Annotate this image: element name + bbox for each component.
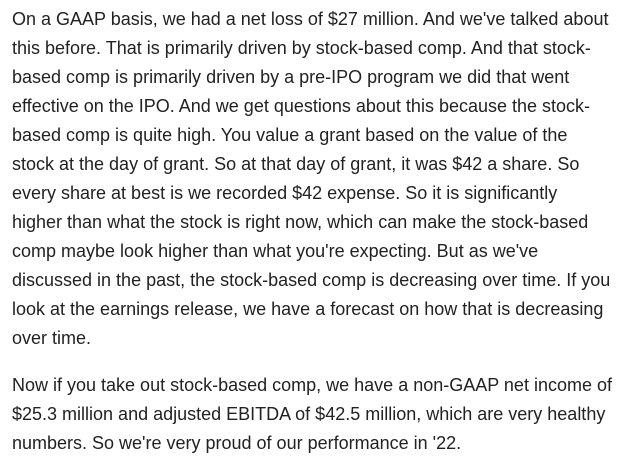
text-line: look at the earnings release, we have a …: [12, 299, 604, 319]
text-line: this before. That is primarily driven by…: [12, 38, 591, 58]
text-line: numbers. So we're very proud of our perf…: [12, 433, 462, 453]
text-line: comp maybe look higher than what you're …: [12, 241, 539, 261]
text-line: over time.: [12, 328, 92, 348]
text-line: On a GAAP basis, we had a net loss of $2…: [12, 9, 609, 29]
text-line: Now if you take out stock-based comp, we…: [12, 375, 612, 395]
text-line: discussed in the past, the stock-based c…: [12, 270, 611, 290]
document-body: On a GAAP basis, we had a net loss of $2…: [12, 5, 640, 458]
text-line: based comp is primarily driven by a pre-…: [12, 67, 570, 87]
text-line: stock at the day of grant. So at that da…: [12, 154, 580, 174]
text-line: $25.3 million and adjusted EBITDA of $42…: [12, 404, 606, 424]
paragraph-non-gaap-income: Now if you take out stock-based comp, we…: [12, 371, 640, 458]
text-line: every share at best is we recorded $42 e…: [12, 183, 558, 203]
paragraph-gaap-net-loss: On a GAAP basis, we had a net loss of $2…: [12, 5, 640, 353]
text-line: effective on the IPO. And we get questio…: [12, 96, 591, 116]
text-line: higher than what the stock is right now,…: [12, 212, 589, 232]
text-line: based comp is quite high. You value a gr…: [12, 125, 568, 145]
